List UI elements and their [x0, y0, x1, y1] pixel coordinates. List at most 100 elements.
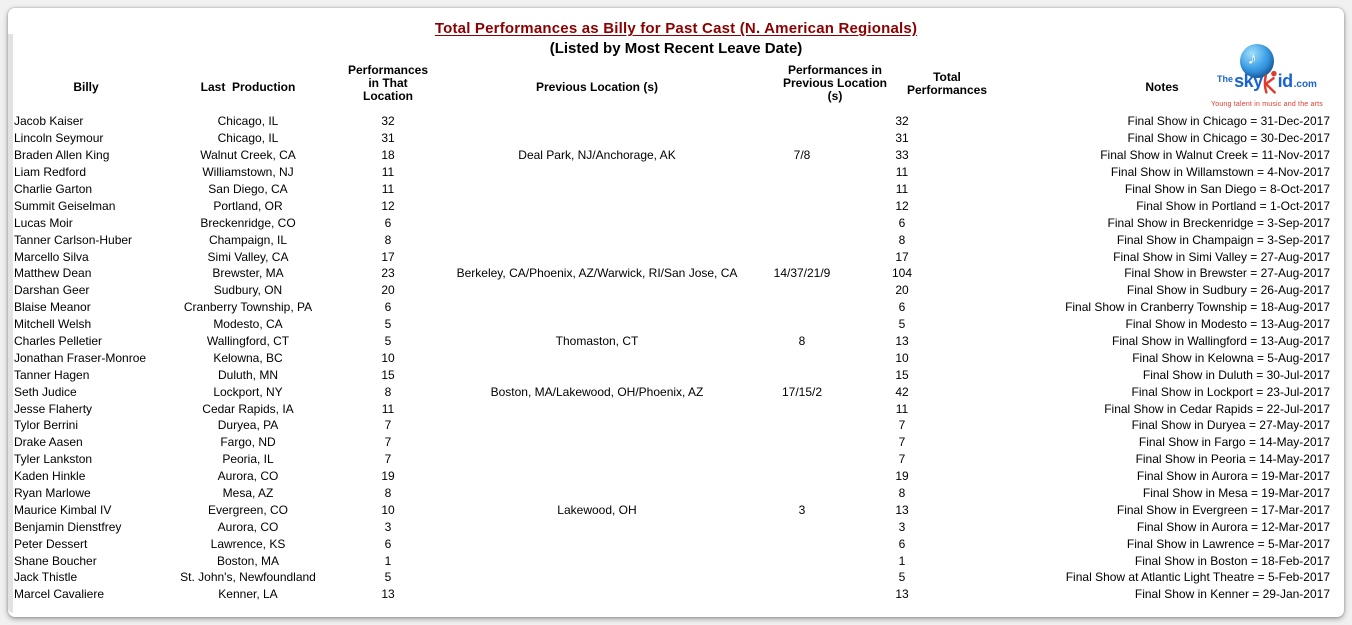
cell-notes: Final Show in Peoria = 14-May-2017: [1135, 452, 1330, 467]
table-row: Lucas Moir Breckenridge, CO 6 6 Final Show i…: [8, 214, 1344, 231]
cell-notes: Final Show in Mesa = 19-Mar-2017: [1142, 486, 1330, 501]
col-header-previous-locations: Previous Location (s): [535, 80, 659, 94]
cell-perf-that: 11: [381, 182, 395, 196]
cell-total: 3: [898, 519, 906, 534]
cell-notes: Final Show in Walnut Creek = 11-Nov-2017: [1100, 148, 1330, 163]
table-row: Tyler Lankston Peoria, IL 7 7 Final Show in …: [8, 451, 1344, 468]
cell-perf-that: 8: [384, 384, 392, 399]
cell-billy: Jonathan Fraser-Monroe: [14, 350, 147, 365]
cell-last-production: Cranberry Township, PA: [183, 300, 313, 315]
table-row: Matthew Dean Brewster, MA 23 Berkeley, CA/P…: [8, 265, 1344, 282]
cell-total: 33: [895, 148, 909, 163]
cell-notes: Final Show in Cedar Rapids = 22-Jul-2017: [1104, 401, 1330, 416]
logo-sky: sky: [1234, 71, 1263, 91]
cell-notes: Final Show in Chicago = 30-Dec-2017: [1127, 131, 1330, 146]
cell-total: 19: [895, 469, 909, 484]
cell-billy: Lincoln Seymour: [14, 131, 104, 146]
title-block: Total Performances as Billy for Past Cas…: [8, 20, 1344, 57]
table-row: Mitchell Welsh Modesto, CA 5 5 Final Show in…: [8, 316, 1344, 333]
cell-perf-previous: 8: [798, 334, 806, 349]
cell-total: 5: [898, 317, 906, 332]
cell-billy: Tyler Lankston: [14, 452, 93, 467]
cell-previous-locations: Deal Park, NJ/Anchorage, AK: [518, 148, 676, 163]
cell-last-production: Wallingford, CT: [206, 334, 290, 349]
table-row: Braden Allen King Walnut Creek, CA 18 Deal …: [8, 147, 1344, 164]
page-title: Total Performances as Billy for Past Cas…: [434, 20, 918, 37]
cell-billy: Tanner Hagen: [14, 367, 90, 382]
table-row: Jonathan Fraser-Monroe Kelowna, BC 10 10 Fin…: [8, 349, 1344, 366]
cell-notes: Final Show in Lockport = 23-Jul-2017: [1131, 384, 1330, 399]
cell-billy: Marcel Cavaliere: [14, 587, 105, 602]
globe-music-icon: ♪: [1240, 44, 1274, 78]
cell-total: 11: [895, 165, 909, 180]
cell-last-production: Modesto, CA: [213, 317, 283, 332]
table-row: Jack Thistle St. John's, Newfoundland 5 5 Fi…: [8, 569, 1344, 586]
cell-notes: Final Show in Chicago = 31-Dec-2017: [1127, 114, 1330, 129]
cell-perf-that: 13: [381, 587, 395, 602]
col-header-performances-in-that-location: Performances in That Location: [347, 63, 429, 103]
cell-billy: Jacob Kaiser: [14, 114, 84, 129]
table-row: Seth Judice Lockport, NY 8 Boston, MA/Lakew…: [8, 383, 1344, 400]
cell-perf-previous: 3: [798, 502, 806, 517]
cell-notes: Final Show in Portland = 1-Oct-2017: [1136, 198, 1330, 213]
cell-previous-locations: Boston, MA/Lakewood, OH/Phoenix, AZ: [490, 384, 704, 399]
col-header-performances-in-previous-locations: Performances in Previous Location (s): [782, 63, 888, 103]
cell-last-production: Peoria, IL: [222, 452, 274, 467]
cell-billy: Charles Pelletier: [14, 334, 103, 349]
cell-perf-that: 6: [384, 215, 392, 230]
table-row: Drake Aasen Fargo, ND 7 7 Final Show in Farg…: [8, 434, 1344, 451]
cell-last-production: Mesa, AZ: [222, 486, 274, 501]
cell-billy: Drake Aasen: [14, 435, 83, 450]
cell-total: 31: [895, 131, 909, 146]
cell-last-production: Evergreen, CO: [207, 502, 289, 517]
page-edge-strip: [8, 34, 13, 613]
cell-total: 7: [898, 418, 906, 433]
cell-last-production: Simi Valley, CA: [207, 249, 289, 264]
logo-the: The: [1217, 74, 1234, 84]
table-row: Maurice Kimbal IV Evergreen, CO 10 Lakewood…: [8, 501, 1344, 518]
cell-perf-that: 10: [381, 350, 395, 365]
cell-notes: Final Show in Lawrence = 5-Mar-2017: [1126, 536, 1330, 551]
cell-billy: Tylor Berrini: [14, 418, 79, 433]
cell-billy: Summit Geiselman: [14, 198, 116, 213]
cell-notes: Final Show in Aurora = 19-Mar-2017: [1136, 469, 1330, 484]
cell-total: 13: [895, 334, 909, 349]
cell-billy: Tanner Carlson-Huber: [14, 232, 133, 247]
cell-perf-that: 5: [384, 317, 392, 332]
col-header-notes: Notes: [1145, 80, 1179, 94]
cell-total: 1: [898, 553, 906, 568]
cell-total: 15: [895, 367, 909, 382]
table-row: Jesse Flaherty Cedar Rapids, IA 11 11 Final …: [8, 400, 1344, 417]
table-row: Tanner Hagen Duluth, MN 15 15 Final Show in …: [8, 366, 1344, 383]
cell-last-production: Chicago, IL: [217, 131, 279, 146]
cell-last-production: Aurora, CO: [217, 519, 279, 534]
cell-perf-that: 23: [381, 266, 395, 281]
cell-total: 13: [895, 502, 909, 517]
cell-perf-that: 1: [384, 553, 392, 568]
cell-total: 42: [895, 384, 909, 399]
cell-perf-that: 19: [381, 469, 395, 484]
cell-perf-that: 7: [384, 435, 392, 450]
skykid-logo[interactable]: ♪ The sky id .com Young talent in music an…: [1196, 44, 1338, 108]
cell-last-production: Kelowna, BC: [213, 350, 283, 365]
table-row: Charles Pelletier Wallingford, CT 5 Thomast…: [8, 333, 1344, 350]
cell-perf-that: 6: [384, 536, 392, 551]
cell-total: 11: [895, 182, 909, 196]
table-row: Charlie Garton San Diego, CA 11 11 Final Sho…: [8, 181, 1344, 198]
cell-last-production: Sudbury, ON: [213, 283, 283, 298]
table-row: Peter Dessert Lawrence, KS 6 6 Final Show in…: [8, 535, 1344, 552]
cell-notes: Final Show at Atlantic Light Theatre = 5…: [1065, 570, 1330, 585]
logo-tagline: Young talent in music and the arts: [1211, 101, 1323, 108]
cell-notes: Final Show in Champaign = 3-Sep-2017: [1116, 232, 1330, 247]
cell-last-production: Aurora, CO: [217, 469, 279, 484]
cell-last-production: Portland, OR: [213, 198, 283, 213]
cell-total: 10: [895, 350, 909, 365]
cell-total: 20: [895, 283, 909, 298]
cell-total: 8: [898, 232, 906, 247]
table-row: Marcello Silva Simi Valley, CA 17 17 Final S…: [8, 248, 1344, 265]
table-row: Jacob Kaiser Chicago, IL 32 32 Final Show in…: [8, 113, 1344, 130]
cell-perf-that: 3: [384, 519, 392, 534]
table-row: Ryan Marlowe Mesa, AZ 8 8 Final Show in Mesa…: [8, 485, 1344, 502]
cell-total: 17: [895, 249, 909, 264]
cell-notes: Final Show in Kelowna = 5-Aug-2017: [1132, 350, 1330, 365]
